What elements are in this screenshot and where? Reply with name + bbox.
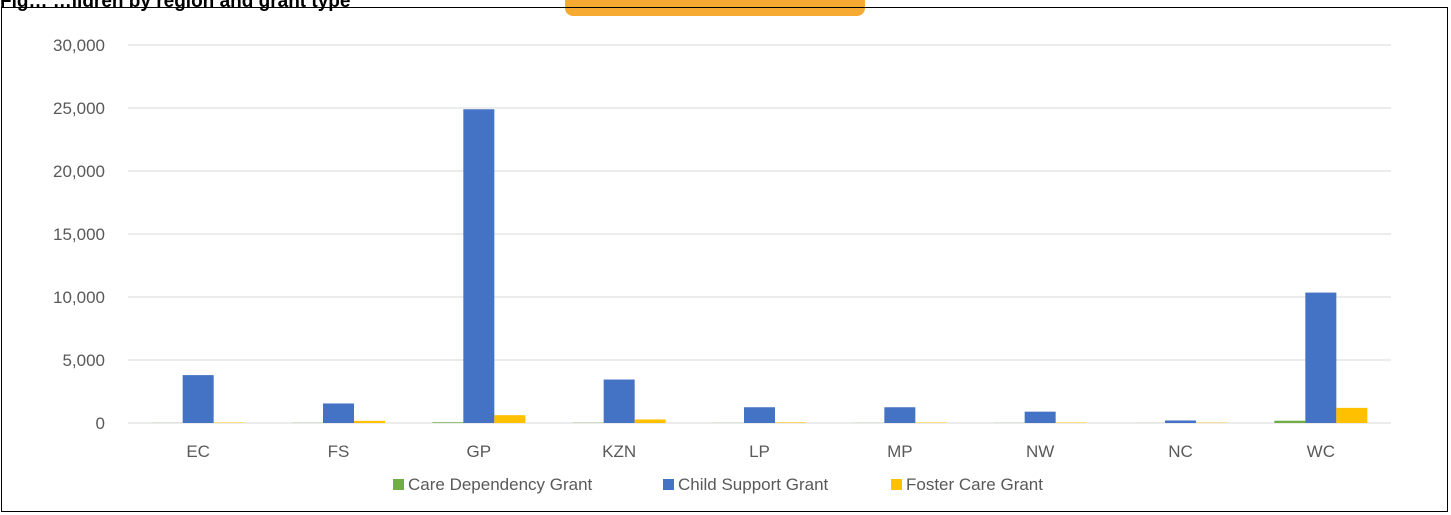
x-tick-label: WC — [1307, 442, 1335, 461]
y-tick-label: 5,000 — [62, 351, 105, 370]
y-tick-label: 30,000 — [53, 36, 105, 55]
legend: Care Dependency Grant Child Support Grant… — [393, 475, 1043, 494]
legend-swatch — [891, 479, 902, 490]
bars — [151, 109, 1368, 423]
bar-foster-care-grant-lp — [775, 422, 806, 423]
y-tick-label: 20,000 — [53, 162, 105, 181]
title-highlight — [565, 0, 865, 16]
legend-label: Foster Care Grant — [906, 475, 1043, 494]
bar-foster-care-grant-fs — [354, 420, 385, 423]
bar-child-support-grant-mp — [884, 407, 916, 423]
y-axis-ticks: 0 5,000 10,000 15,000 20,000 25,000 30,000 — [53, 36, 105, 433]
x-tick-label: NC — [1168, 442, 1193, 461]
x-tick-label: GP — [467, 442, 492, 461]
legend-label: Child Support Grant — [678, 475, 829, 494]
legend-label: Care Dependency Grant — [408, 475, 593, 494]
x-tick-label: MP — [887, 442, 913, 461]
y-tick-label: 0 — [96, 414, 105, 433]
bar-chart: 0 5,000 10,000 15,000 20,000 25,000 30,000 EC F… — [53, 36, 1391, 494]
legend-swatch — [663, 479, 674, 490]
bar-child-support-grant-gp — [463, 109, 495, 423]
bar-child-support-grant-wc — [1305, 292, 1337, 423]
bar-child-support-grant-lp — [744, 407, 775, 423]
y-tick-label: 15,000 — [53, 225, 105, 244]
x-axis-ticks: EC FS GP KZN LP MP NW NC WC — [186, 442, 1335, 461]
bar-foster-care-grant-gp — [494, 415, 526, 423]
bar-child-support-grant-fs — [323, 403, 354, 423]
gridlines — [128, 44, 1391, 424]
x-tick-label: LP — [749, 442, 770, 461]
x-tick-label: EC — [186, 442, 210, 461]
bar-child-support-grant-kzn — [603, 379, 635, 423]
y-tick-label: 10,000 — [53, 288, 105, 307]
bar-child-support-grant-nw — [1024, 411, 1056, 423]
bar-foster-care-grant-nw — [1055, 422, 1087, 423]
x-tick-label: NW — [1026, 442, 1054, 461]
bar-care-dependency-grant-wc — [1274, 420, 1306, 423]
bar-child-support-grant-ec — [182, 375, 214, 423]
y-tick-label: 25,000 — [53, 99, 105, 118]
chart-title: Fig… …ildren by region and grant type — [0, 0, 351, 12]
bar-foster-care-grant-kzn — [634, 419, 666, 423]
legend-swatch — [393, 479, 404, 490]
x-tick-label: KZN — [602, 442, 636, 461]
bar-child-support-grant-nc — [1165, 420, 1196, 423]
bar-foster-care-grant-ec — [213, 422, 245, 423]
bar-care-dependency-grant-gp — [432, 422, 464, 423]
x-tick-label: FS — [328, 442, 350, 461]
chart-frame: 0 5,000 10,000 15,000 20,000 25,000 30,000 EC F… — [1, 7, 1448, 512]
bar-foster-care-grant-mp — [915, 422, 947, 423]
bar-foster-care-grant-wc — [1336, 407, 1368, 423]
